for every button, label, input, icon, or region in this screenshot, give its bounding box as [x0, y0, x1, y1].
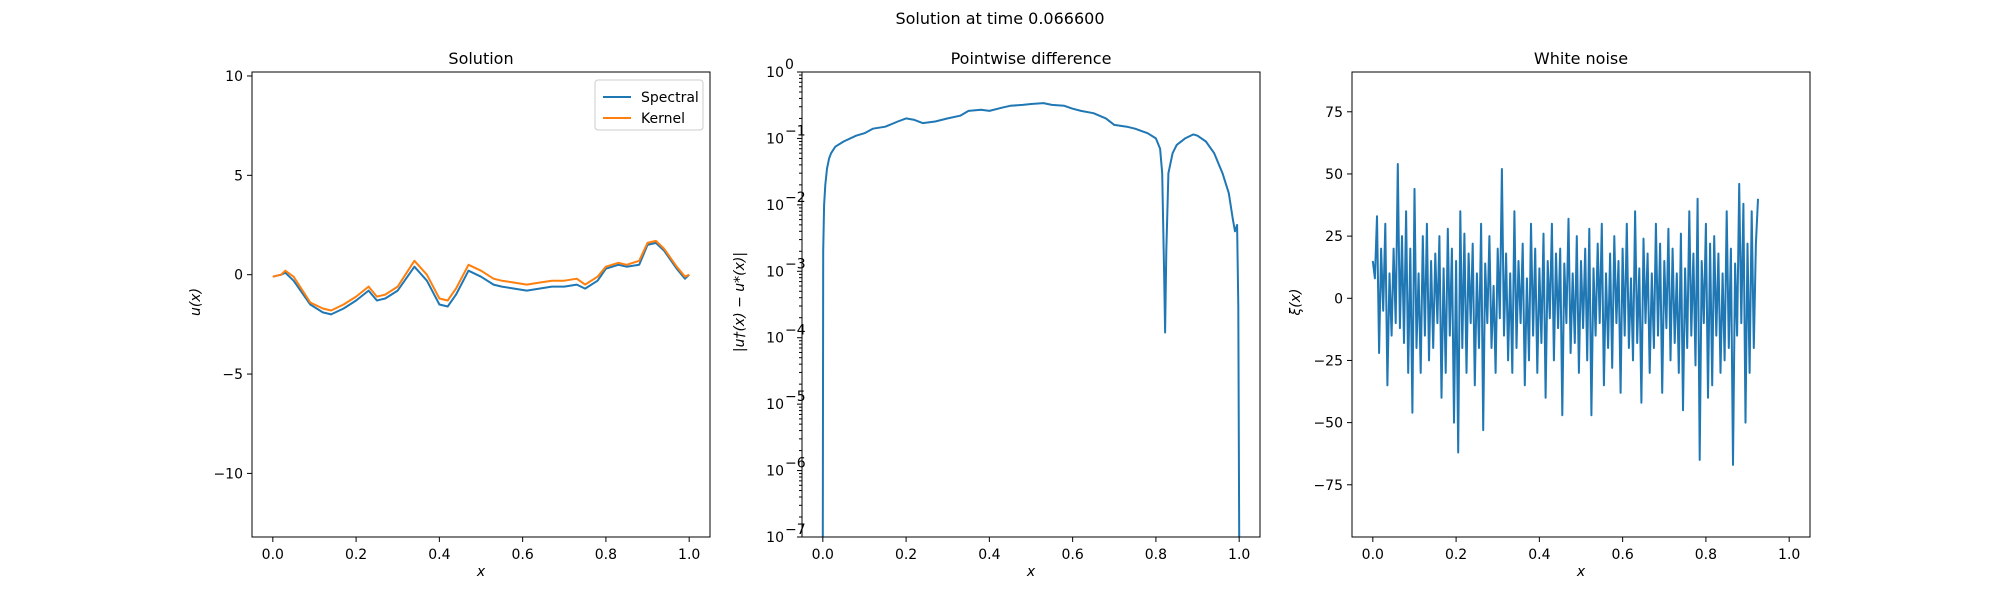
y-tick-label: −50 [1313, 416, 1343, 432]
x-tick-label: 0.6 [1062, 547, 1084, 563]
axes-frame [801, 71, 1261, 538]
y-tick-label: −5 [222, 367, 243, 383]
y-tick-label: −10 [213, 466, 243, 482]
y-tick-label: 10 [766, 131, 784, 147]
solution-axes: Solution x u(x) 0.0 0.2 0.4 0.6 0.8 1.0 10 5 0 −5… [188, 49, 711, 580]
series-line-kernel [272, 239, 690, 312]
y-tick-label: 10 [766, 264, 784, 280]
y-tick-exponent: −2 [785, 190, 806, 206]
solution-ylabel: u(x) [188, 288, 204, 316]
x-tick-label: 0.0 [812, 547, 834, 563]
x-tick-label: 0.6 [1612, 547, 1634, 563]
x-tick-label: 0.2 [895, 547, 917, 563]
y-tick-label: 10 [766, 530, 784, 546]
y-tick-exponent: −6 [785, 456, 806, 472]
legend-label-kernel: Kernel [641, 111, 685, 127]
y-tick-label: 5 [234, 168, 243, 184]
x-tick-label: 0.8 [1145, 547, 1167, 563]
legend: Spectral Kernel [594, 79, 704, 131]
y-tick-label: 10 [766, 331, 784, 347]
x-tick-label: 0.4 [428, 547, 450, 563]
x-tick-label: 0.4 [978, 547, 1000, 563]
white-noise-title: White noise [1534, 49, 1628, 68]
y-tick-label: 50 [1325, 167, 1343, 183]
y-tick-label: 10 [225, 69, 243, 85]
y-tick-label: 0 [1334, 291, 1343, 307]
x-tick-label: 0.2 [345, 547, 367, 563]
white-noise-xlabel: x [1576, 564, 1586, 580]
y-tick-exponent: −7 [785, 522, 806, 538]
y-tick-label: 10 [766, 65, 784, 81]
white-noise-ylabel: ξ(x) [1288, 288, 1304, 316]
series-line-noise [1371, 163, 1759, 466]
y-tick-label: 10 [766, 397, 784, 413]
difference-axes: Pointwise difference x |u†(x) − u*(x)| 0… [732, 49, 1261, 580]
solution-xlabel: x [476, 564, 486, 580]
y-tick-label: 75 [1325, 105, 1343, 121]
solution-title: Solution [448, 49, 513, 68]
difference-ylabel: |u†(x) − u*(x)| [732, 252, 748, 352]
y-tick-label: 10 [766, 198, 784, 214]
axes-frame [1351, 71, 1811, 538]
x-tick-label: 0.2 [1445, 547, 1467, 563]
y-tick-label: −25 [1313, 353, 1343, 369]
y-tick-exponent: 0 [785, 57, 794, 73]
x-tick-label: 0.8 [595, 547, 617, 563]
series-line-difference [821, 102, 1241, 537]
difference-xlabel: x [1026, 564, 1036, 580]
legend-label-spectral: Spectral [641, 90, 699, 106]
x-tick-label: 0.0 [1362, 547, 1384, 563]
x-tick-label: 1.0 [1778, 547, 1800, 563]
white-noise-axes: White noise x ξ(x) 0.0 0.2 0.4 0.6 0.8 1.0 75 5… [1288, 49, 1811, 580]
x-tick-label: 0.0 [262, 547, 284, 563]
y-tick-label: 10 [766, 464, 784, 480]
y-tick-label: 25 [1325, 229, 1343, 245]
y-tick-label: −75 [1313, 478, 1343, 494]
y-tick-exponent: −4 [785, 323, 806, 339]
y-tick-exponent: −3 [785, 256, 806, 272]
x-tick-label: 0.8 [1695, 547, 1717, 563]
axes-frame [251, 71, 711, 538]
x-tick-label: 0.6 [512, 547, 534, 563]
difference-title: Pointwise difference [951, 49, 1112, 68]
y-tick-label: 0 [234, 268, 243, 284]
x-tick-label: 1.0 [1228, 547, 1250, 563]
figure-suptitle: Solution at time 0.066600 [895, 9, 1104, 28]
x-tick-label: 0.4 [1528, 547, 1550, 563]
y-tick-exponent: −1 [785, 123, 806, 139]
series-line-spectral [272, 241, 690, 316]
y-tick-exponent: −5 [785, 389, 806, 405]
x-tick-label: 1.0 [678, 547, 700, 563]
